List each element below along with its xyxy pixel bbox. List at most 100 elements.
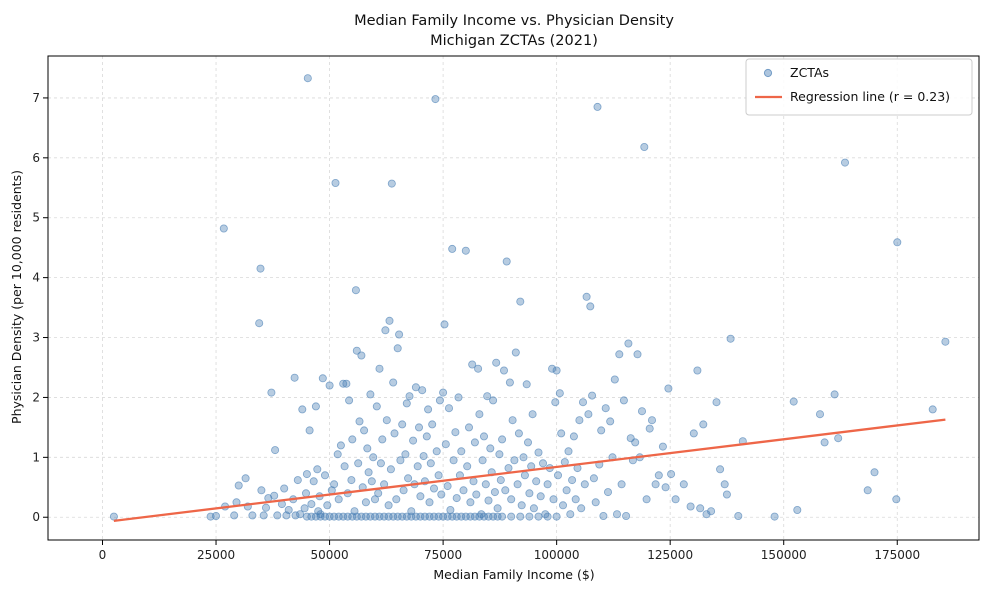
data-point (301, 489, 310, 498)
data-point (696, 504, 705, 513)
data-point (416, 512, 425, 521)
data-point (357, 512, 366, 521)
data-point (830, 390, 839, 399)
data-point (443, 482, 452, 491)
data-point (712, 398, 721, 407)
x-tick-label: 100000 (534, 548, 580, 562)
data-point (658, 442, 667, 451)
data-point (892, 495, 901, 504)
data-point (470, 512, 479, 521)
data-point (548, 364, 557, 373)
data-point (492, 358, 501, 367)
data-point (311, 512, 320, 521)
data-point (361, 512, 370, 521)
data-point (396, 456, 405, 465)
data-point (720, 480, 729, 489)
data-point (554, 471, 563, 480)
data-point (464, 423, 473, 432)
data-point (564, 447, 573, 456)
data-point (273, 511, 282, 520)
data-point (316, 510, 325, 519)
data-point (431, 95, 440, 104)
data-point (357, 351, 366, 360)
data-point (575, 416, 584, 425)
data-point (507, 495, 516, 504)
data-point (398, 420, 407, 429)
y-axis-ticks: 0 1 2 3 4 5 6 7 (32, 91, 48, 524)
data-point (571, 495, 580, 504)
data-point (648, 416, 657, 425)
data-point (490, 488, 499, 497)
x-tick-label: 150000 (761, 548, 807, 562)
data-point (389, 378, 398, 387)
data-point (284, 505, 293, 514)
data-point (402, 399, 411, 408)
data-point (420, 512, 429, 521)
data-point (334, 495, 343, 504)
data-point (469, 477, 478, 486)
data-point (569, 432, 578, 441)
data-point (661, 483, 670, 492)
data-point (361, 498, 370, 507)
data-point (593, 102, 602, 111)
data-point (552, 512, 561, 521)
data-point (513, 480, 522, 489)
data-point (566, 510, 575, 519)
data-point (323, 501, 332, 510)
data-point (516, 512, 525, 521)
data-point (613, 510, 622, 519)
data-point (414, 423, 423, 432)
data-point (364, 468, 373, 477)
data-point (320, 471, 329, 480)
data-point (345, 396, 354, 405)
data-point (366, 512, 375, 521)
data-point (395, 330, 404, 339)
data-point (489, 396, 498, 405)
data-point (399, 486, 408, 495)
data-point (384, 512, 393, 521)
data-point (562, 486, 571, 495)
data-point (591, 498, 600, 507)
y-tick-label: 7 (32, 91, 40, 105)
data-point (468, 360, 477, 369)
data-point (536, 492, 545, 501)
data-point (651, 480, 660, 489)
data-point (367, 477, 376, 486)
data-point (398, 512, 407, 521)
data-point (599, 512, 608, 521)
data-point (624, 339, 633, 348)
data-point (549, 495, 558, 504)
data-point (331, 178, 340, 187)
data-point (622, 512, 631, 521)
data-point (941, 337, 950, 346)
data-point (370, 495, 379, 504)
data-point (820, 438, 829, 447)
data-point (557, 429, 566, 438)
data-point (333, 450, 342, 459)
x-tick-label: 25000 (197, 548, 235, 562)
data-point (679, 480, 688, 489)
data-point (374, 489, 383, 498)
data-point (425, 512, 434, 521)
data-point (588, 391, 597, 400)
data-point (667, 470, 676, 479)
data-point (539, 459, 548, 468)
data-point (493, 512, 502, 521)
data-point (298, 405, 307, 414)
y-tick-label: 2 (32, 390, 40, 404)
data-point (631, 438, 640, 447)
data-point (474, 364, 483, 373)
data-point (334, 512, 343, 521)
data-point (452, 494, 461, 503)
x-tick-label: 175000 (874, 548, 920, 562)
chart-title: Median Family Income vs. Physician Densi… (354, 13, 674, 29)
data-point (413, 462, 422, 471)
data-point (302, 512, 311, 521)
data-point (524, 438, 533, 447)
data-point (510, 456, 519, 465)
data-point (461, 512, 470, 521)
data-point (793, 505, 802, 514)
plot-frame (47, 55, 980, 541)
data-point (378, 435, 387, 444)
data-point (311, 402, 320, 411)
